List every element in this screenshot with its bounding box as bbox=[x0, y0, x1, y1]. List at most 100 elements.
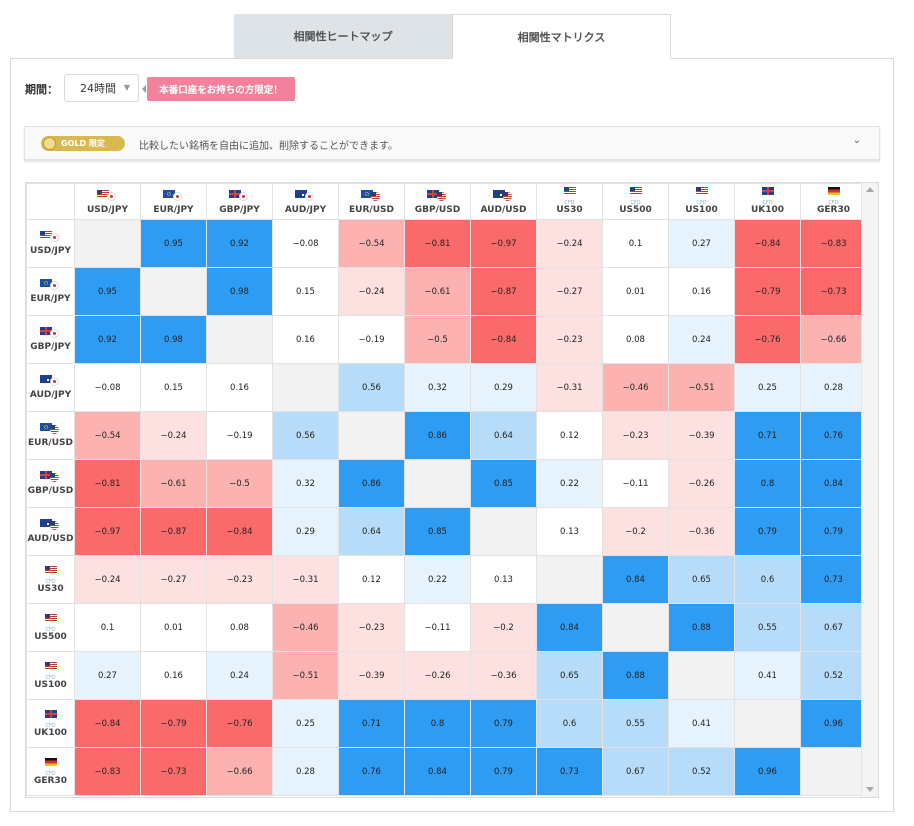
tab-heatmap[interactable]: 相関性ヒートマップ bbox=[234, 14, 452, 58]
us-flag-icon bbox=[370, 192, 380, 201]
row-header: AUD/USD bbox=[26, 507, 75, 556]
correlation-cell: 0.16 bbox=[668, 267, 735, 316]
column-header: CFD US500 bbox=[602, 183, 669, 220]
correlation-cell: −0.46 bbox=[272, 603, 339, 652]
badge-pointer bbox=[142, 85, 146, 93]
flag-icon bbox=[691, 187, 713, 198]
correlation-cell: 0.16 bbox=[206, 363, 273, 412]
row-header: CFD UK100 bbox=[26, 699, 75, 748]
correlation-cell: −0.61 bbox=[404, 267, 471, 316]
scroll-down-arrow[interactable] bbox=[866, 787, 874, 792]
eu-flag-icon bbox=[360, 190, 373, 198]
correlation-cell: 0.65 bbox=[668, 555, 735, 604]
correlation-cell: −0.84 bbox=[470, 315, 537, 364]
correlation-cell: 0.16 bbox=[140, 651, 207, 700]
period-label: 期間： bbox=[25, 83, 58, 96]
au-flag-icon bbox=[294, 190, 307, 198]
correlation-cell: 0.64 bbox=[338, 507, 405, 556]
correlation-cell: 0.84 bbox=[536, 603, 603, 652]
flag-icon bbox=[360, 190, 383, 201]
column-header: USD/JPY bbox=[74, 183, 141, 220]
correlation-cell: −0.26 bbox=[404, 651, 471, 700]
row-header-label: US500 bbox=[34, 631, 67, 642]
row-header: CFD US30 bbox=[26, 555, 75, 604]
column-header-label: EUR/JPY bbox=[153, 205, 194, 215]
correlation-cell: 0.12 bbox=[536, 411, 603, 460]
flag-icon bbox=[228, 190, 251, 201]
tab-matrix[interactable]: 相関性マトリクス bbox=[452, 14, 671, 59]
gold-feature-bar[interactable]: GOLD 限定 比較したい銘柄を自由に追加、削除することができます。 ⌄ bbox=[24, 126, 880, 160]
correlation-cell: 0.88 bbox=[668, 603, 735, 652]
correlation-cell: 0.16 bbox=[272, 315, 339, 364]
correlation-cell: −0.36 bbox=[470, 651, 537, 700]
correlation-cell: 0.25 bbox=[272, 699, 339, 748]
correlation-cell: 0.55 bbox=[734, 603, 801, 652]
correlation-cell: 0.12 bbox=[338, 555, 405, 604]
row-header-label: AUD/USD bbox=[27, 534, 74, 544]
correlation-cell: 0.56 bbox=[338, 363, 405, 412]
us-flag-icon bbox=[49, 425, 59, 434]
flag-icon bbox=[625, 187, 647, 198]
correlation-cell: 0.55 bbox=[602, 699, 669, 748]
correlation-cell: 0.24 bbox=[668, 315, 735, 364]
correlation-cell: −0.51 bbox=[272, 651, 339, 700]
correlation-cell: −0.23 bbox=[206, 555, 273, 604]
column-header-label: GBP/JPY bbox=[219, 205, 260, 215]
correlation-cell: −0.76 bbox=[734, 315, 801, 364]
matrix-row: CFD US100 0.27 0.16 0.24 −0.51 −0.39 −0.26 −0.36… bbox=[26, 651, 867, 700]
correlation-cell: −0.11 bbox=[602, 459, 669, 508]
correlation-cell: −0.24 bbox=[140, 411, 207, 460]
row-header: USD/JPY bbox=[26, 219, 75, 268]
jp-flag-icon bbox=[49, 281, 59, 290]
scroll-up-arrow[interactable] bbox=[866, 187, 874, 192]
matrix-row: CFD GER30 −0.83 −0.73 −0.66 0.28 0.76 0.84 0.79 0… bbox=[26, 747, 867, 796]
flag-icon bbox=[40, 613, 62, 625]
matrix-corner bbox=[26, 183, 75, 220]
row-header-label: EUR/USD bbox=[28, 438, 73, 448]
correlation-cell: −0.2 bbox=[470, 603, 537, 652]
row-header-label: AUD/JPY bbox=[29, 390, 72, 400]
flag-icon bbox=[757, 187, 779, 198]
correlation-cell: −0.23 bbox=[536, 315, 603, 364]
us-flag-icon bbox=[44, 613, 57, 622]
column-header: GBP/JPY bbox=[206, 183, 273, 220]
matrix-row: USD/JPY 0.95 0.92 −0.08 −0.54 −0.81 −0.97 −0.24… bbox=[26, 219, 867, 268]
uk-flag-icon bbox=[39, 327, 52, 335]
us-flag-icon bbox=[44, 565, 57, 574]
correlation-cell: 0.08 bbox=[602, 315, 669, 364]
correlation-cell: −0.31 bbox=[536, 363, 603, 412]
correlation-cell: 0.32 bbox=[272, 459, 339, 508]
correlation-cell: −0.23 bbox=[602, 411, 669, 460]
row-header-label: US100 bbox=[34, 679, 67, 690]
correlation-cell: 0.86 bbox=[338, 459, 405, 508]
vertical-scrollbar[interactable] bbox=[861, 183, 878, 797]
correlation-cell: 0.79 bbox=[470, 699, 537, 748]
correlation-cell: 0.95 bbox=[74, 267, 141, 316]
correlation-cell: 0.29 bbox=[470, 363, 537, 412]
correlation-cell: −0.87 bbox=[470, 267, 537, 316]
cfd-sub-label: CFD bbox=[45, 770, 56, 777]
cfd-sub-label: CFD bbox=[696, 200, 707, 206]
correlation-cell: 0.64 bbox=[470, 411, 537, 460]
correlation-cell: −0.97 bbox=[470, 219, 537, 268]
correlation-cell bbox=[140, 267, 207, 316]
correlation-cell: −0.79 bbox=[734, 267, 801, 316]
row-header-label: EUR/JPY bbox=[30, 294, 71, 304]
row-header: CFD GER30 bbox=[26, 747, 75, 796]
column-header: EUR/USD bbox=[338, 183, 405, 220]
flag-icon bbox=[39, 471, 62, 482]
correlation-cell: −0.81 bbox=[404, 219, 471, 268]
correlation-cell: 0.28 bbox=[272, 747, 339, 796]
correlation-cell: 0.71 bbox=[338, 699, 405, 748]
correlation-cell: −0.24 bbox=[74, 555, 141, 604]
correlation-cell: 0.84 bbox=[602, 555, 669, 604]
jp-flag-icon bbox=[172, 192, 182, 201]
period-select[interactable]: 24時間 ▼ bbox=[64, 74, 139, 102]
row-header-label: GBP/USD bbox=[27, 486, 74, 496]
correlation-cell bbox=[338, 411, 405, 460]
chevron-down-icon[interactable]: ⌄ bbox=[852, 135, 861, 146]
us-flag-icon bbox=[49, 521, 59, 530]
row-header-label: GER30 bbox=[34, 775, 67, 786]
correlation-cell: 0.79 bbox=[800, 507, 867, 556]
matrix-table: USD/JPY EUR/JPY GBP/JPY AUD/JPY EUR/USD GBP/U… bbox=[26, 183, 867, 796]
